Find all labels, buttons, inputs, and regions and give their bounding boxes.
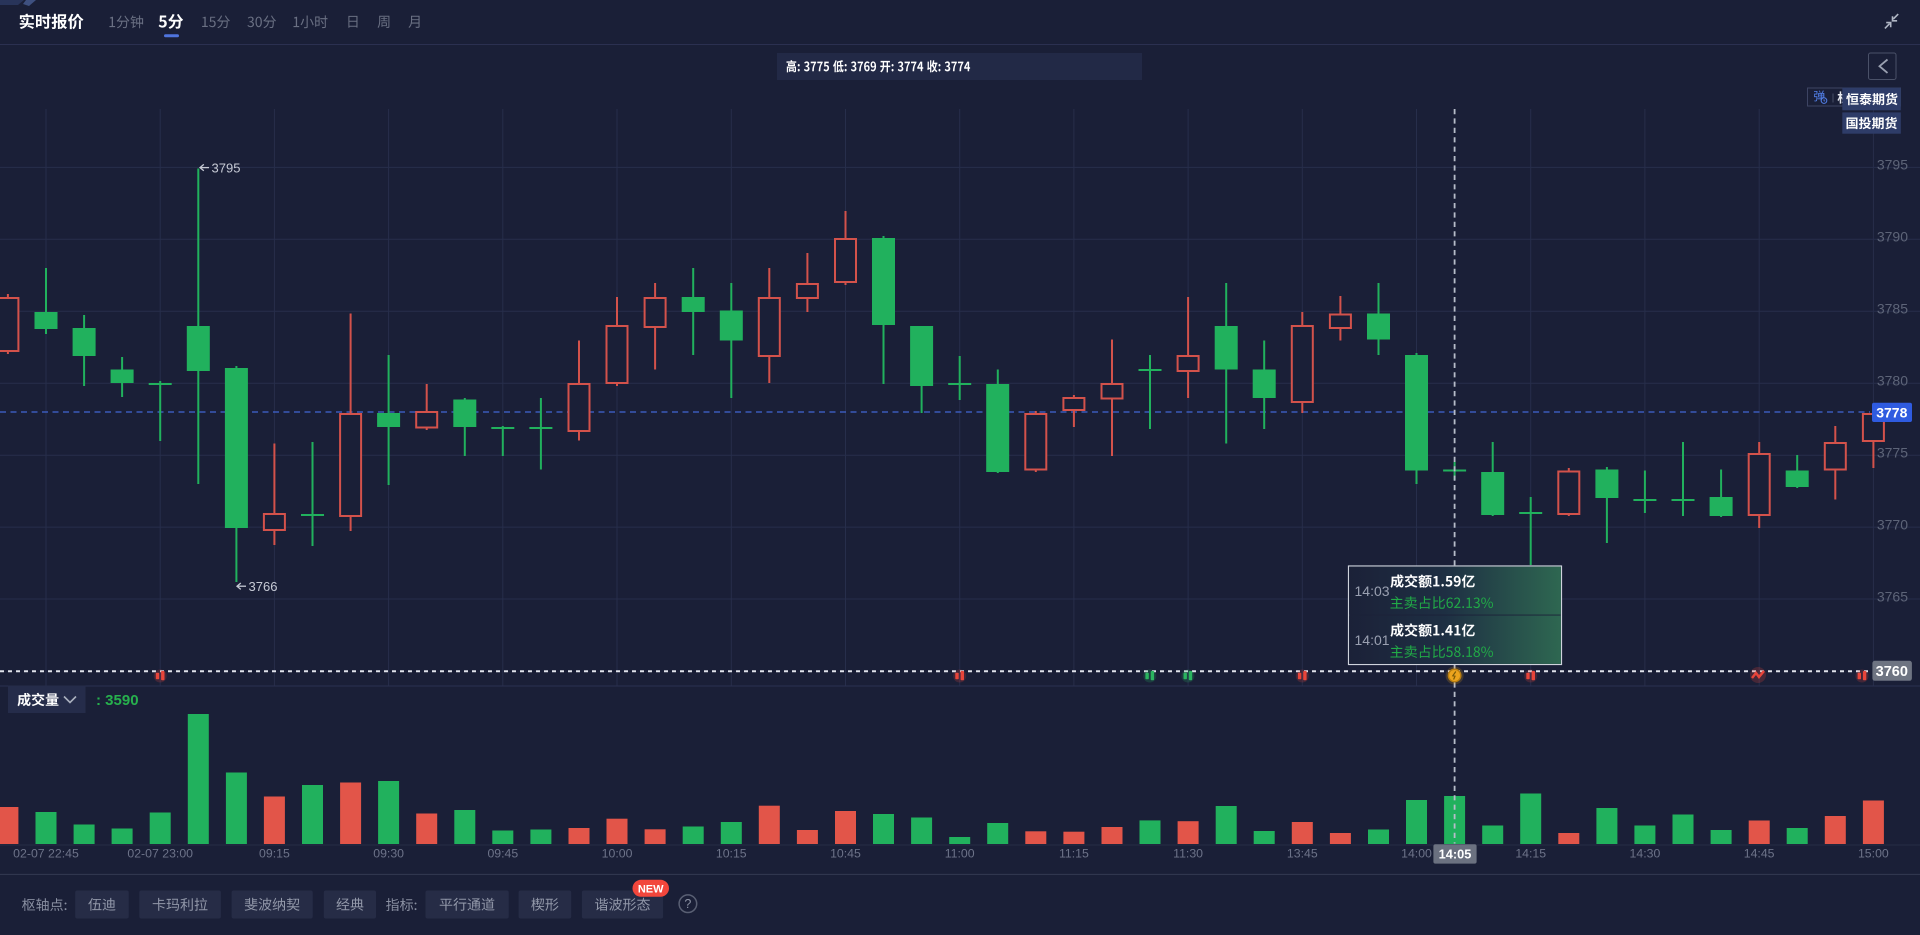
svg-text:14:30: 14:30 [1630, 846, 1661, 860]
svg-text:3765: 3765 [1877, 588, 1908, 604]
svg-text:3780: 3780 [1877, 373, 1908, 389]
svg-text:3785: 3785 [1877, 301, 1908, 317]
svg-text:3795: 3795 [1877, 157, 1908, 173]
svg-text:3778: 3778 [1876, 404, 1907, 420]
svg-text:09:15: 09:15 [259, 846, 290, 860]
svg-text:10:45: 10:45 [830, 846, 861, 860]
svg-text:3766: 3766 [249, 579, 278, 594]
svg-text:3770: 3770 [1877, 516, 1908, 532]
svg-text:13:45: 13:45 [1287, 846, 1318, 860]
svg-text:14:45: 14:45 [1744, 846, 1775, 860]
svg-text:10:15: 10:15 [716, 846, 747, 860]
svg-text:3760: 3760 [1876, 664, 1908, 680]
svg-text:3790: 3790 [1877, 229, 1908, 245]
svg-text:15:00: 15:00 [1858, 846, 1889, 860]
svg-text:10:00: 10:00 [602, 846, 633, 860]
svg-text:11:00: 11:00 [945, 846, 975, 860]
svg-text:14:15: 14:15 [1515, 846, 1546, 860]
svg-text:14:05: 14:05 [1439, 846, 1472, 861]
svg-text:14:00: 14:00 [1401, 846, 1432, 860]
svg-text:11:30: 11:30 [1173, 846, 1203, 860]
svg-text:3795: 3795 [212, 160, 241, 175]
svg-text:02-07 22:45: 02-07 22:45 [13, 846, 79, 860]
svg-text:?: ? [684, 897, 691, 911]
svg-text:09:45: 09:45 [487, 846, 518, 860]
svg-text:: 3590: : 3590 [96, 692, 139, 709]
svg-text:3775: 3775 [1877, 445, 1908, 461]
svg-text:14:03: 14:03 [1355, 583, 1390, 599]
svg-text:09:30: 09:30 [373, 846, 404, 860]
svg-text:02-07 23:00: 02-07 23:00 [127, 846, 193, 860]
svg-text:NEW: NEW [638, 883, 664, 895]
svg-text:14:01: 14:01 [1355, 632, 1390, 648]
svg-text:11:15: 11:15 [1059, 846, 1089, 860]
